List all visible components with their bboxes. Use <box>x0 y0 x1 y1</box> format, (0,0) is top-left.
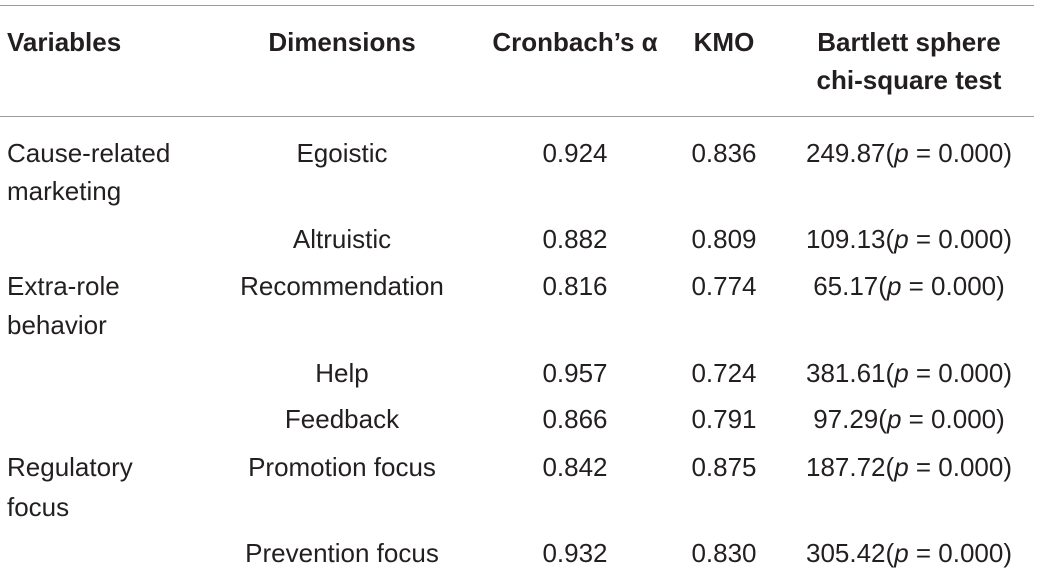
row-p-rest: = 0.000) <box>908 358 1013 388</box>
row-chi: 109.13 <box>805 224 886 254</box>
top-rule <box>0 5 1034 6</box>
row-dimension: Egoistic <box>296 138 388 168</box>
row-dimension: Altruistic <box>292 224 392 254</box>
row-chi: 249.87 <box>805 138 886 168</box>
row-bartlett: 97.29(p = 0.000) <box>813 404 1005 434</box>
header-variables: Variables <box>7 27 122 57</box>
row-p-rest: = 0.000) <box>908 452 1013 482</box>
header-dimensions: Dimensions <box>268 27 416 57</box>
row-alpha: 0.842 <box>542 452 608 482</box>
row-variable-line2: marketing <box>7 176 122 206</box>
header-bartlett-line1: Bartlett sphere <box>817 27 1001 57</box>
row-p-label: p <box>894 138 909 168</box>
row-dimension: Recommendation <box>240 271 444 301</box>
row-variable: Extra-role <box>7 271 120 301</box>
row-kmo: 0.836 <box>691 138 757 168</box>
row-p-label: p <box>894 538 909 568</box>
row-bartlett: 381.61(p = 0.000) <box>805 358 1013 388</box>
row-bartlett: 109.13(p = 0.000) <box>805 224 1013 254</box>
row-chi: 97.29 <box>813 404 879 434</box>
row-p-rest: = 0.000) <box>908 224 1013 254</box>
row-alpha: 0.924 <box>542 138 608 168</box>
row-alpha: 0.932 <box>542 538 608 568</box>
row-variable: Cause-related <box>7 138 171 168</box>
row-dimension: Help <box>315 358 369 388</box>
row-chi: 187.72 <box>805 452 886 482</box>
row-bartlett: 249.87(p = 0.000) <box>805 138 1013 168</box>
row-chi: 381.61 <box>805 358 886 388</box>
row-variable: Regulatory <box>7 452 133 482</box>
row-kmo: 0.774 <box>691 271 757 301</box>
row-chi: 65.17 <box>813 271 879 301</box>
row-alpha: 0.866 <box>542 404 608 434</box>
row-p-rest: = 0.000) <box>901 271 1005 301</box>
row-dimension: Prevention focus <box>245 538 439 568</box>
row-dimension: Feedback <box>284 404 400 434</box>
row-kmo: 0.724 <box>691 358 757 388</box>
row-p-rest: = 0.000) <box>908 538 1013 568</box>
row-kmo: 0.791 <box>691 404 757 434</box>
row-alpha: 0.882 <box>542 224 608 254</box>
row-p-rest: = 0.000) <box>901 404 1005 434</box>
row-p-rest: = 0.000) <box>908 138 1013 168</box>
row-kmo: 0.875 <box>691 452 757 482</box>
row-alpha: 0.816 <box>542 271 608 301</box>
row-kmo: 0.809 <box>691 224 757 254</box>
row-p-label: p <box>886 404 902 434</box>
header-kmo: KMO <box>693 27 755 57</box>
row-bartlett: 65.17(p = 0.000) <box>813 271 1005 301</box>
row-p-label: p <box>894 358 909 388</box>
row-p-label: p <box>894 224 909 254</box>
row-bartlett: 305.42(p = 0.000) <box>805 538 1013 568</box>
row-variable-line2: focus <box>7 492 70 522</box>
row-dimension: Promotion focus <box>248 452 436 482</box>
row-kmo: 0.830 <box>691 538 757 568</box>
row-variable-line2: behavior <box>7 310 107 340</box>
row-p-label: p <box>894 452 909 482</box>
header-cronbach-alpha: Cronbach’s α <box>492 27 658 57</box>
row-bartlett: 187.72(p = 0.000) <box>805 452 1013 482</box>
header-bartlett-line2: chi-square test <box>816 65 1002 95</box>
row-chi: 305.42 <box>805 538 886 568</box>
row-p-label: p <box>886 271 902 301</box>
row-alpha: 0.957 <box>542 358 608 388</box>
header-rule <box>0 116 1034 117</box>
